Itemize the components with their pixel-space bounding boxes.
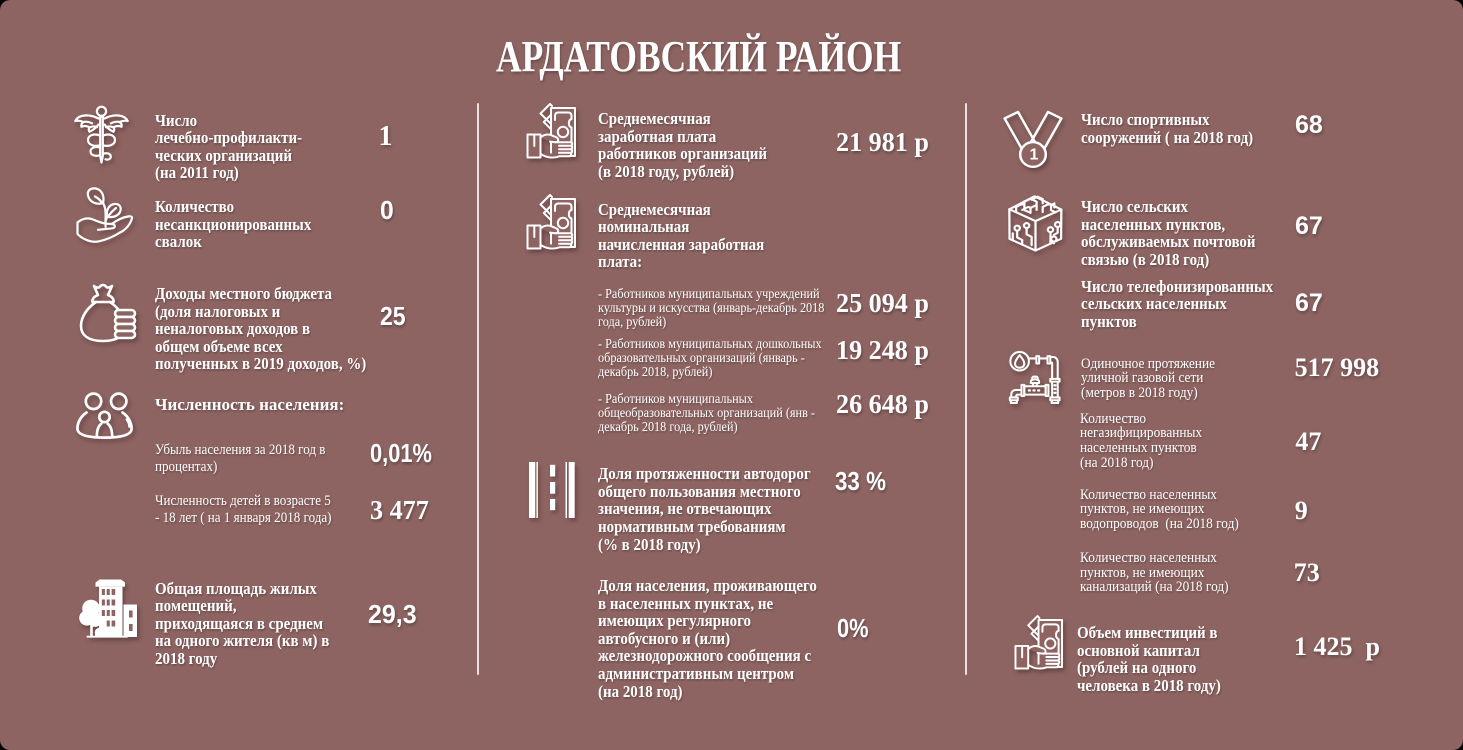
svg-text:1: 1 [1030,147,1039,164]
